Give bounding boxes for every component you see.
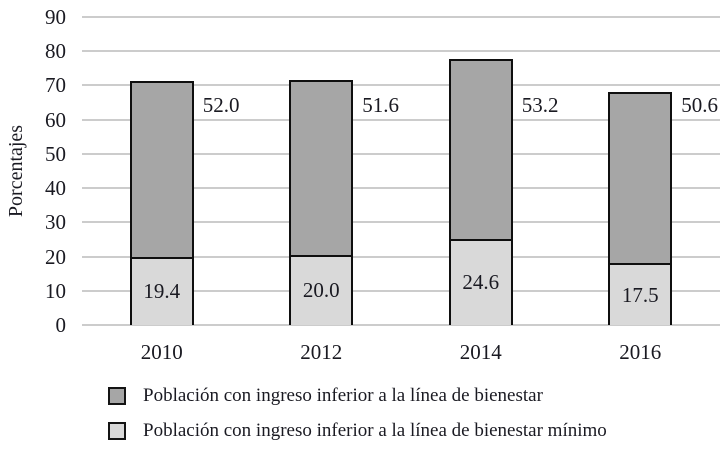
bar-segment-bienestar-2012	[289, 79, 354, 257]
bar-segment-bienestar-2016	[608, 91, 673, 266]
y-tick-label-50: 50	[45, 141, 66, 166]
gridline-60	[82, 118, 720, 121]
legend-item-linea-bienestar: Población con ingreso inferior a la líne…	[108, 385, 607, 406]
legend: Población con ingreso inferior a la líne…	[108, 385, 607, 455]
y-axis-title: Porcentajes	[5, 124, 27, 218]
y-tick-label-60: 60	[45, 107, 66, 132]
y-tick-label-10: 10	[45, 278, 66, 303]
legend-swatch-light-icon	[108, 421, 126, 440]
legend-label-linea-bienestar-minimo: Población con ingreso inferior a la líne…	[143, 420, 607, 441]
legend-swatch-dark-icon	[108, 386, 126, 405]
gridline-40	[82, 187, 720, 190]
legend-label-linea-bienestar: Población con ingreso inferior a la líne…	[143, 385, 543, 406]
gridline-30	[82, 221, 720, 224]
gridline-10	[82, 289, 720, 292]
legend-item-linea-bienestar-minimo: Población con ingreso inferior a la líne…	[108, 420, 607, 441]
y-tick-label-40: 40	[45, 176, 66, 201]
bar-segment-bienestar-2010	[129, 80, 194, 259]
gridline-80	[82, 50, 720, 53]
gridline-90	[82, 16, 720, 18]
bar-segment-bienestar-minimo-2012: 20.0	[289, 256, 354, 325]
y-tick-label-0: 0	[55, 313, 67, 337]
bar-value-label-minimo-2010: 19.4	[143, 279, 181, 304]
gridline-50	[82, 152, 720, 155]
y-tick-label-30: 30	[45, 210, 66, 235]
y-tick-label-80: 80	[45, 39, 66, 64]
bar-segment-bienestar-minimo-2016: 17.5	[608, 265, 673, 325]
bar-value-label-minimo-2014: 24.6	[462, 270, 500, 295]
bar-segment-bienestar-minimo-2010: 19.4	[129, 258, 194, 325]
y-tick-label-20: 20	[45, 244, 66, 269]
y-tick-label-90: 90	[45, 5, 66, 29]
gridline-0	[82, 324, 720, 326]
bar-value-label-bienestar-2014: 53.2	[521, 93, 559, 117]
x-tick-label-2016: 2016	[619, 340, 662, 364]
bar-value-label-minimo-2012: 20.0	[302, 278, 340, 303]
y-tick-label-70: 70	[45, 73, 66, 98]
plot-area: 19.4 52.0 20.0 51.6 24.6 53.2 17.5 50.6	[82, 16, 720, 326]
x-tick-label-2012: 2012	[300, 340, 343, 364]
bar-segment-bienestar-2014	[448, 58, 513, 241]
bar-segment-bienestar-minimo-2014: 24.6	[448, 240, 513, 325]
gridline-20	[82, 255, 720, 258]
gridline-70	[82, 84, 720, 87]
x-tick-label-2010: 2010	[140, 340, 183, 364]
bar-value-label-bienestar-2012: 51.6	[362, 93, 399, 117]
x-tick-label-2014: 2014	[459, 340, 502, 364]
bar-value-label-bienestar-2016: 50.6	[681, 93, 718, 117]
bar-value-label-minimo-2016: 17.5	[621, 282, 659, 307]
bar-value-label-bienestar-2010: 52.0	[202, 93, 240, 117]
